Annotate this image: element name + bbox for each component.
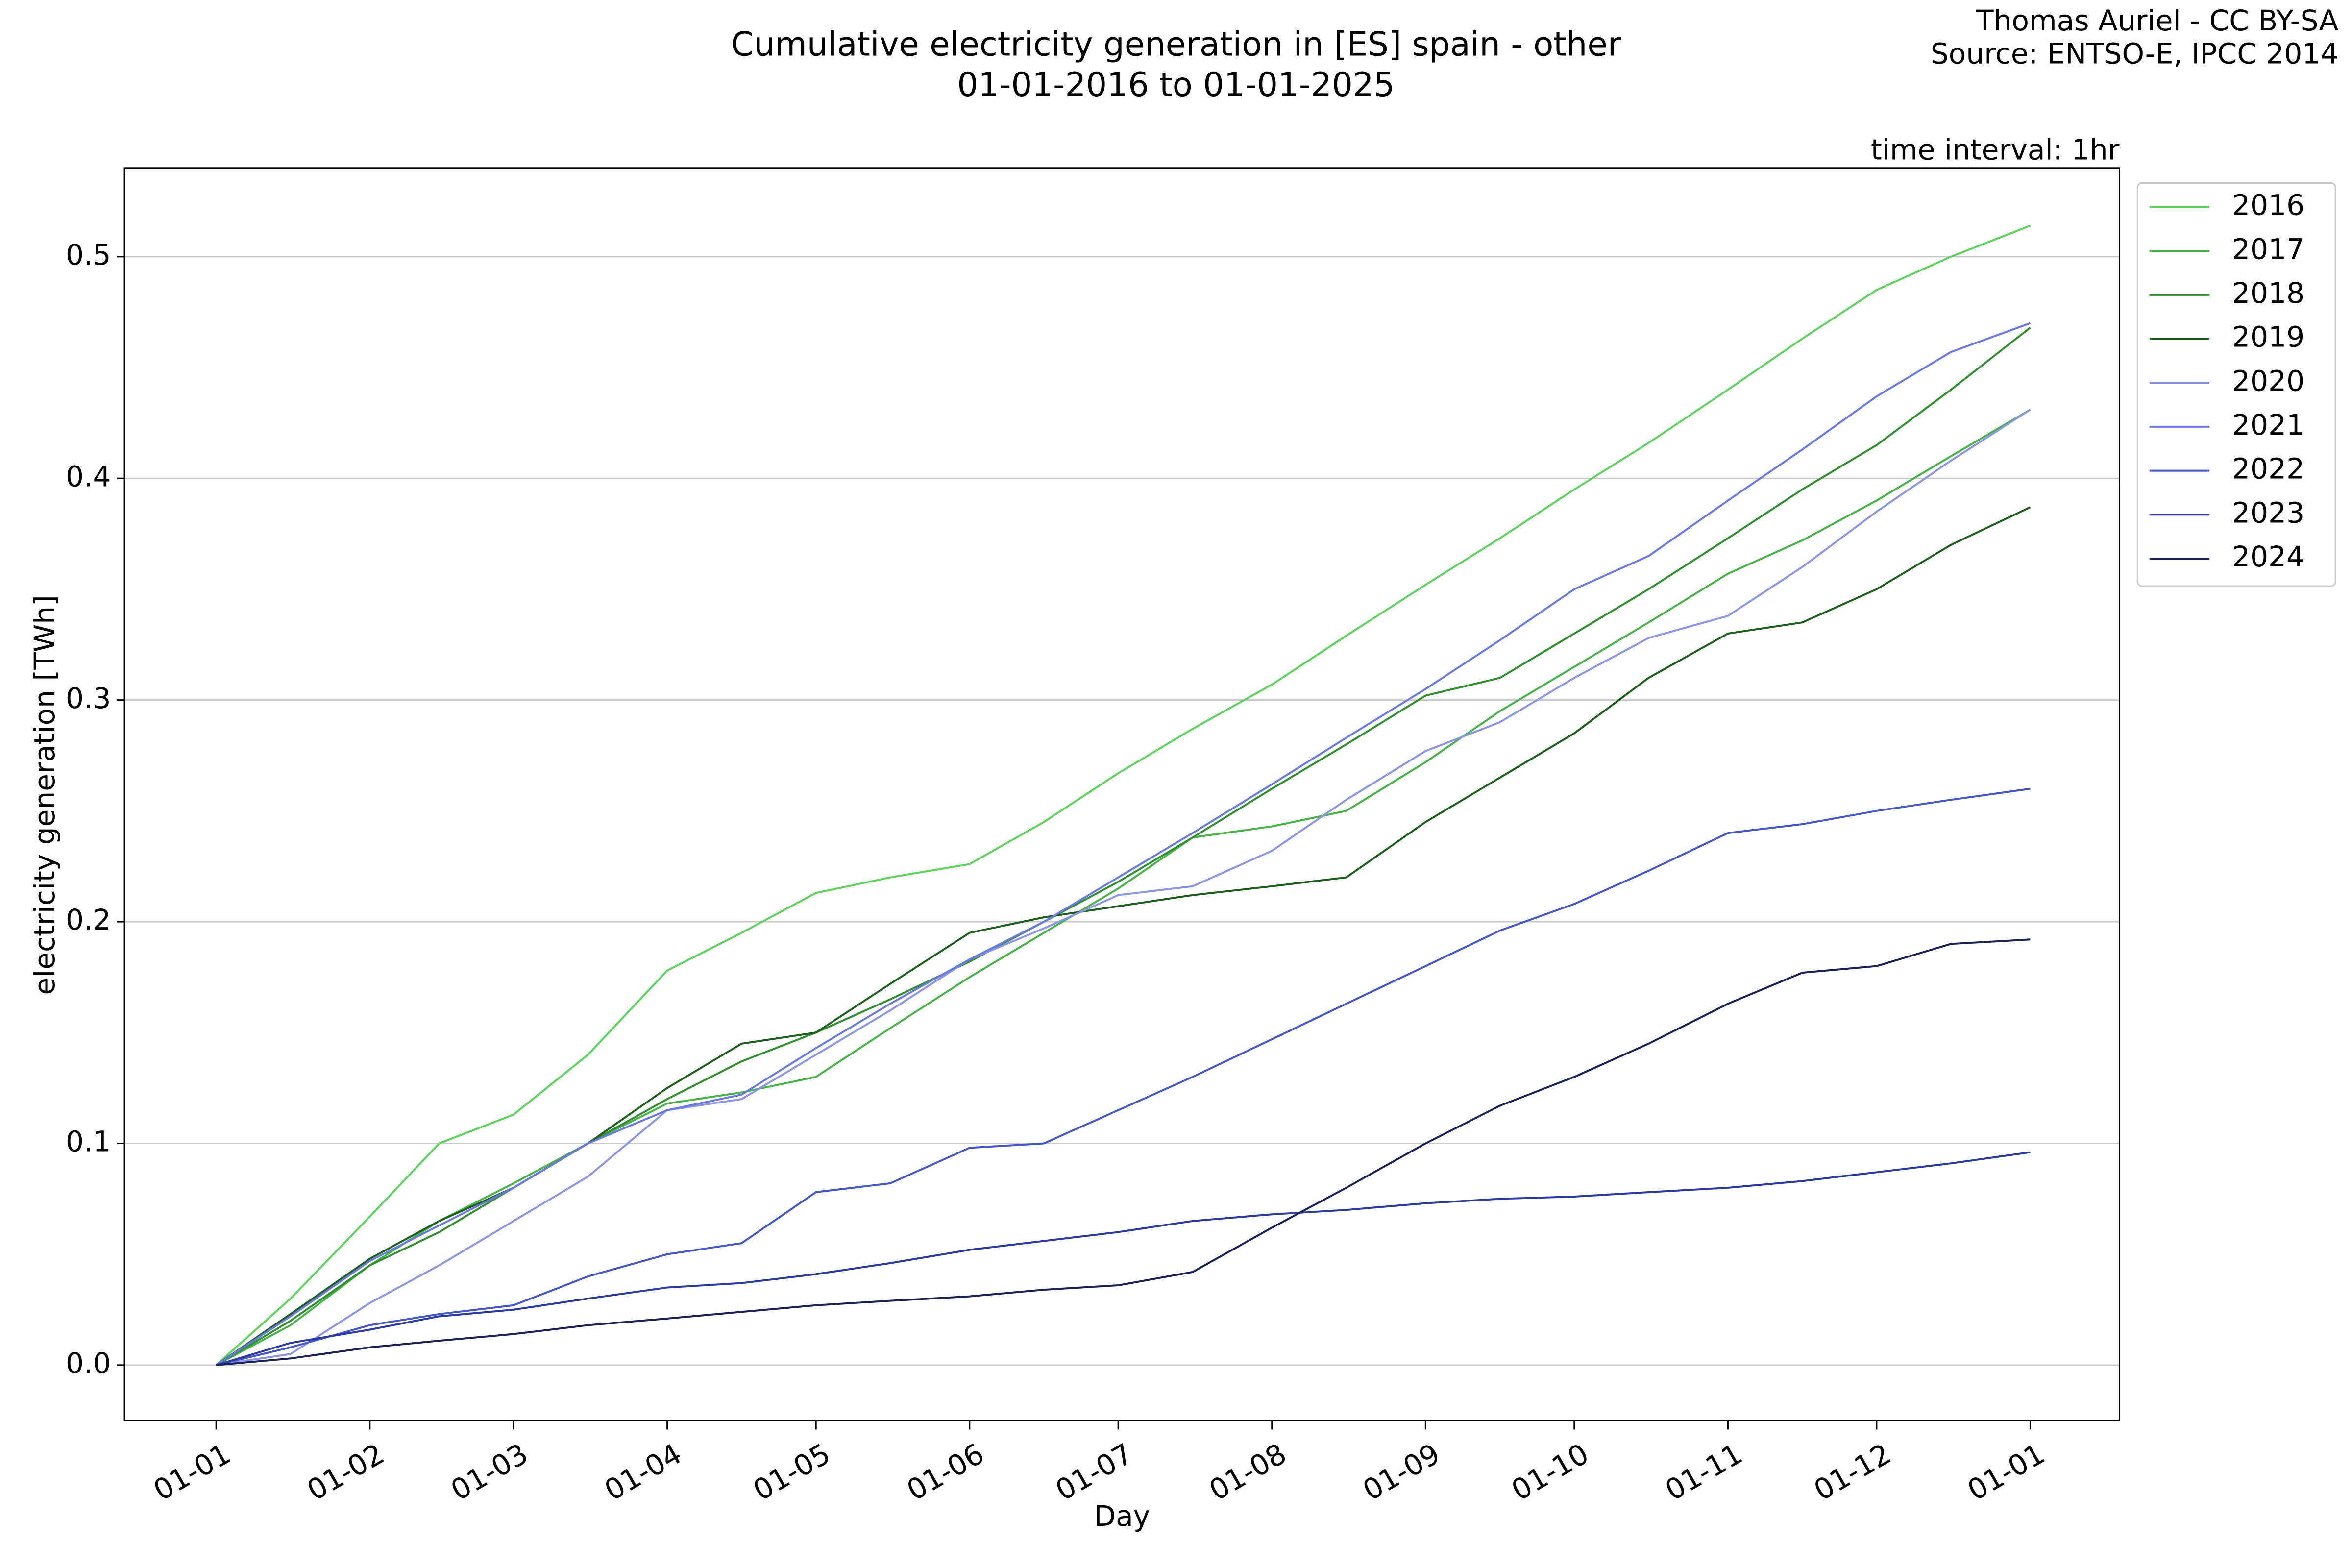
chart-subtitle: 01-01-2016 to 01-01-2025: [957, 65, 1395, 104]
legend-label: 2019: [2232, 320, 2304, 354]
line-series: [216, 409, 2031, 1366]
y-tick-label: 0.4: [66, 460, 111, 493]
credit: Thomas Auriel - CC BY-SA: [1976, 4, 2339, 37]
line-series: [215, 224, 2031, 1366]
line-series: [216, 1151, 2031, 1366]
legend-label: 2020: [2232, 364, 2304, 397]
line-series: [216, 787, 2031, 1366]
x-axis-label: Day: [1094, 1499, 1150, 1533]
y-tick-label: 0.2: [66, 903, 111, 936]
legend-label: 2021: [2232, 408, 2304, 441]
legend-label: 2022: [2232, 452, 2304, 486]
plot-frame: [123, 167, 2121, 1421]
legend-label: 2024: [2232, 540, 2304, 573]
legend-label: 2016: [2232, 189, 2304, 222]
y-axis-label: electricity generation [TWh]: [28, 595, 61, 995]
annotation: time interval: 1hr: [1871, 133, 2120, 166]
line-series: [216, 409, 2031, 1366]
legend-label: 2017: [2232, 232, 2304, 266]
line-series: [216, 322, 2031, 1366]
line-series: [216, 938, 2031, 1366]
legend-label: 2023: [2232, 496, 2304, 529]
y-tick-label: 0.3: [66, 682, 111, 715]
y-tick-label: 0.0: [66, 1347, 111, 1380]
y-tick-label: 0.5: [66, 238, 111, 271]
legend-label: 2018: [2232, 276, 2304, 310]
source: Source: ENTSO-E, IPCC 2014: [1931, 37, 2339, 70]
legend-box: [2136, 182, 2336, 587]
chart-title: Cumulative electricity generation in [ES…: [731, 24, 1621, 63]
y-tick-label: 0.1: [66, 1125, 111, 1158]
